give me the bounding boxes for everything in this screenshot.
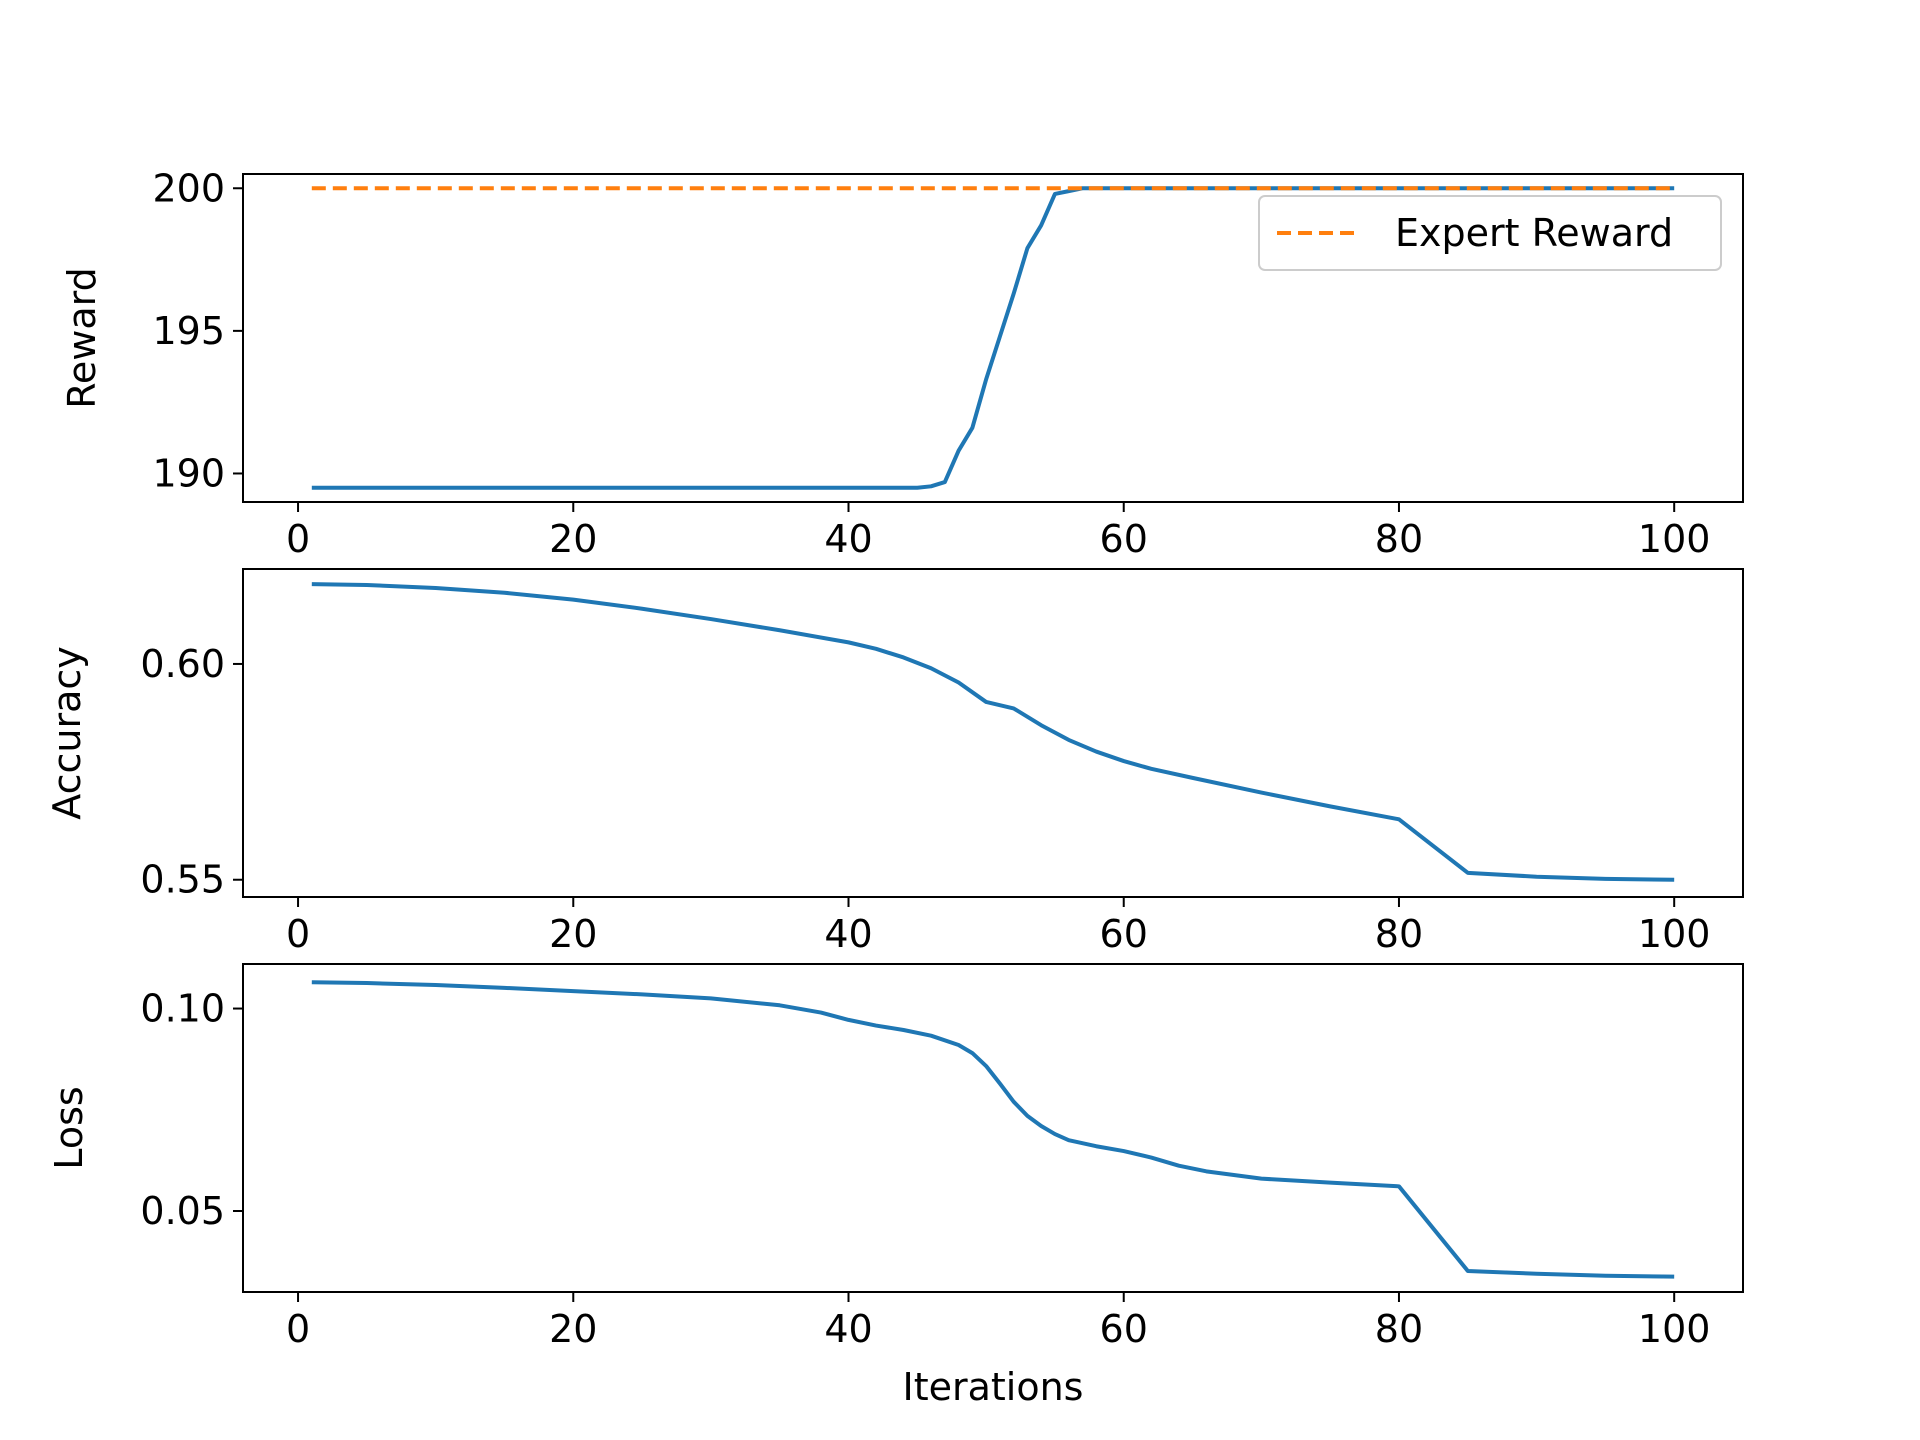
series-group [311,582,1675,882]
plot-area [243,964,1743,1292]
x-tick-label: 100 [1638,1307,1711,1351]
x-tick-label: 20 [549,1307,597,1351]
y-tick-label: 0.60 [140,642,225,686]
x-tick-label: 80 [1375,517,1423,561]
legend-label: Expert Reward [1395,211,1673,255]
accuracy-subplot: 0 20 40 60 80 100 0.55 0.60 Accuracy [45,568,1744,956]
y-axis-label: Loss [47,1086,91,1169]
x-tick-label: 0 [286,912,310,956]
series-group [311,980,1675,1279]
y-tick-label: 0.55 [140,858,225,902]
x-tick-label: 100 [1638,912,1711,956]
axes-frame [242,173,1744,503]
x-tick-label: 40 [824,1307,872,1351]
y-axis-label: Accuracy [45,646,89,820]
y-tick-label: 190 [152,451,225,495]
x-tick-label: 40 [824,517,872,561]
legend-box [1258,195,1722,271]
y-tick-label: 0.10 [140,987,225,1031]
series-group [311,186,1675,490]
x-tick-label: 40 [824,912,872,956]
x-tick-label: 80 [1375,912,1423,956]
axes-frame [242,568,1744,898]
accuracy-line [311,582,1675,882]
x-tick-label: 60 [1100,912,1148,956]
loss-subplot: 0 20 40 60 80 100 0.05 0.10 Loss Iterations [47,963,1744,1409]
legend: Expert Reward [1258,195,1722,271]
x-tick-label: 60 [1100,517,1148,561]
reward-subplot: 0 20 40 60 80 100 190 195 200 Reward Expert Reward [60,166,1744,561]
x-tick-label: 100 [1638,517,1711,561]
loss-line [311,980,1675,1279]
x-tick-label: 20 [549,517,597,561]
x-tick-label: 60 [1100,1307,1148,1351]
reward-line [311,186,1675,490]
y-tick-label: 0.05 [140,1189,225,1233]
plot-area [243,569,1743,897]
x-tick-label: 0 [286,1307,310,1351]
x-axis-label: Iterations [903,1365,1084,1409]
axes-frame [242,963,1744,1293]
y-axis-label: Reward [60,267,104,409]
x-tick-label: 80 [1375,1307,1423,1351]
x-tick-label: 20 [549,912,597,956]
y-tick-label: 195 [152,309,225,353]
x-tick-label: 0 [286,517,310,561]
y-tick-label: 200 [152,166,225,210]
